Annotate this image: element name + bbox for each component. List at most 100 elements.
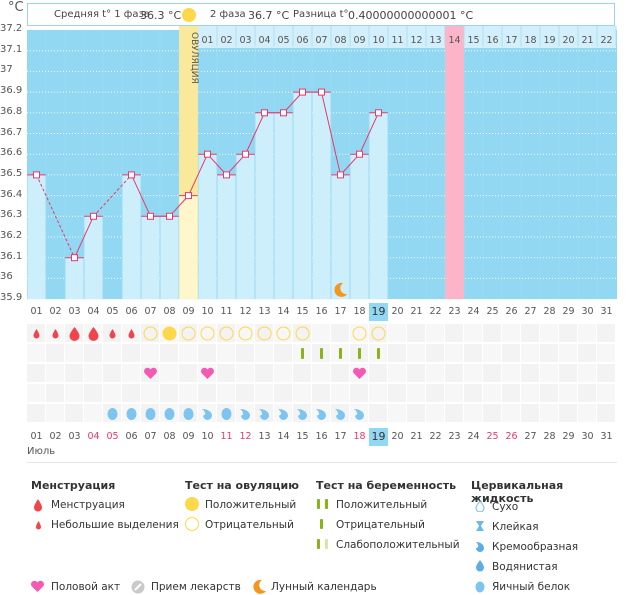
date-label-top[interactable]: 03 <box>68 306 81 317</box>
symptom-cell[interactable] <box>217 384 236 403</box>
symptom-cell[interactable] <box>312 324 331 343</box>
symptom-cell[interactable] <box>464 384 483 403</box>
symptom-cell[interactable] <box>407 324 426 343</box>
symptom-cell[interactable] <box>255 344 274 363</box>
date-label-top[interactable]: 21 <box>410 306 423 317</box>
symptom-cell[interactable] <box>179 344 198 363</box>
date-label-top[interactable]: 20 <box>391 306 404 317</box>
date-label-bottom[interactable]: 27 <box>524 431 537 442</box>
symptom-cell[interactable] <box>236 344 255 363</box>
symptom-cell[interactable] <box>217 364 236 383</box>
symptom-cell[interactable] <box>578 364 597 383</box>
date-label-top[interactable]: 27 <box>524 306 537 317</box>
symptom-cell[interactable] <box>502 344 521 363</box>
symptom-cell[interactable] <box>540 404 559 423</box>
date-label-top[interactable]: 09 <box>182 306 195 317</box>
date-label-top[interactable]: 01 <box>30 306 43 317</box>
date-label-bottom[interactable]: 28 <box>543 431 556 442</box>
date-label-top[interactable]: 17 <box>334 306 347 317</box>
symptom-cell[interactable] <box>426 384 445 403</box>
symptom-cell[interactable] <box>255 384 274 403</box>
symptom-cell[interactable] <box>540 384 559 403</box>
date-label-bottom[interactable]: 08 <box>163 431 176 442</box>
date-label-bottom[interactable]: 11 <box>220 431 233 442</box>
symptom-cell[interactable] <box>46 364 65 383</box>
date-label-top[interactable]: 28 <box>543 306 556 317</box>
date-label-bottom[interactable]: 31 <box>600 431 613 442</box>
date-label-top[interactable]: 10 <box>201 306 214 317</box>
symptom-cell[interactable] <box>502 324 521 343</box>
symptom-cell[interactable] <box>426 404 445 423</box>
symptom-cell[interactable] <box>521 384 540 403</box>
symptom-cell[interactable] <box>388 364 407 383</box>
symptom-cell[interactable] <box>559 384 578 403</box>
symptom-cell[interactable] <box>46 384 65 403</box>
date-label-bottom[interactable]: 26 <box>505 431 518 442</box>
symptom-cell[interactable] <box>198 384 217 403</box>
symptom-cell[interactable] <box>597 364 616 383</box>
symptom-cell[interactable] <box>84 364 103 383</box>
symptom-cell[interactable] <box>255 364 274 383</box>
symptom-cell[interactable] <box>559 344 578 363</box>
date-label-bottom[interactable]: 25 <box>486 431 499 442</box>
symptom-cell[interactable] <box>388 404 407 423</box>
symptom-cell[interactable] <box>464 324 483 343</box>
symptom-cell[interactable] <box>274 364 293 383</box>
date-label-bottom[interactable]: 02 <box>49 431 62 442</box>
symptom-cell[interactable] <box>559 404 578 423</box>
symptom-cell[interactable] <box>483 344 502 363</box>
symptom-cell[interactable] <box>388 344 407 363</box>
symptom-cell[interactable] <box>236 364 255 383</box>
symptom-cell[interactable] <box>350 384 369 403</box>
symptom-cell[interactable] <box>141 344 160 363</box>
symptom-cell[interactable] <box>274 344 293 363</box>
date-label-top[interactable]: 13 <box>258 306 271 317</box>
date-label-bottom[interactable]: 22 <box>429 431 442 442</box>
symptom-cell[interactable] <box>236 384 255 403</box>
symptom-cell[interactable] <box>407 384 426 403</box>
date-label-bottom[interactable]: 23 <box>448 431 461 442</box>
symptom-cell[interactable] <box>445 364 464 383</box>
symptom-cell[interactable] <box>407 344 426 363</box>
symptom-cell[interactable] <box>521 404 540 423</box>
date-label-bottom[interactable]: 10 <box>201 431 214 442</box>
symptom-cell[interactable] <box>407 404 426 423</box>
date-label-top[interactable]: 04 <box>87 306 100 317</box>
date-label-bottom[interactable]: 06 <box>125 431 138 442</box>
symptom-cell[interactable] <box>293 364 312 383</box>
symptom-cell[interactable] <box>597 344 616 363</box>
date-label-top[interactable]: 18 <box>353 306 366 317</box>
symptom-cell[interactable] <box>160 384 179 403</box>
date-label-bottom[interactable]: 07 <box>144 431 157 442</box>
date-label-bottom[interactable]: 05 <box>106 431 119 442</box>
symptom-cell[interactable] <box>445 344 464 363</box>
symptom-cell[interactable] <box>540 364 559 383</box>
date-label-top[interactable]: 11 <box>220 306 233 317</box>
date-label-top[interactable]: 31 <box>600 306 613 317</box>
symptom-cell[interactable] <box>426 364 445 383</box>
symptom-cell[interactable] <box>445 384 464 403</box>
symptom-cell[interactable] <box>597 324 616 343</box>
symptom-cell[interactable] <box>407 364 426 383</box>
date-label-bottom[interactable]: 15 <box>296 431 309 442</box>
date-label-bottom[interactable]: 30 <box>581 431 594 442</box>
symptom-cell[interactable] <box>293 384 312 403</box>
symptom-cell[interactable] <box>27 344 46 363</box>
symptom-cell[interactable] <box>521 324 540 343</box>
symptom-cell[interactable] <box>65 404 84 423</box>
date-label-top[interactable]: 08 <box>163 306 176 317</box>
symptom-cell[interactable] <box>122 384 141 403</box>
symptom-cell[interactable] <box>540 344 559 363</box>
symptom-cell[interactable] <box>521 344 540 363</box>
symptom-cell[interactable] <box>160 364 179 383</box>
date-label-top[interactable]: 16 <box>315 306 328 317</box>
date-label-bottom[interactable]: 20 <box>391 431 404 442</box>
symptom-cell[interactable] <box>312 364 331 383</box>
symptom-cell[interactable] <box>198 344 217 363</box>
date-label-bottom[interactable]: 09 <box>182 431 195 442</box>
symptom-cell[interactable] <box>141 384 160 403</box>
symptom-cell[interactable] <box>483 364 502 383</box>
symptom-cell[interactable] <box>578 404 597 423</box>
date-label-bottom[interactable]: 21 <box>410 431 423 442</box>
date-label-top[interactable]: 02 <box>49 306 62 317</box>
